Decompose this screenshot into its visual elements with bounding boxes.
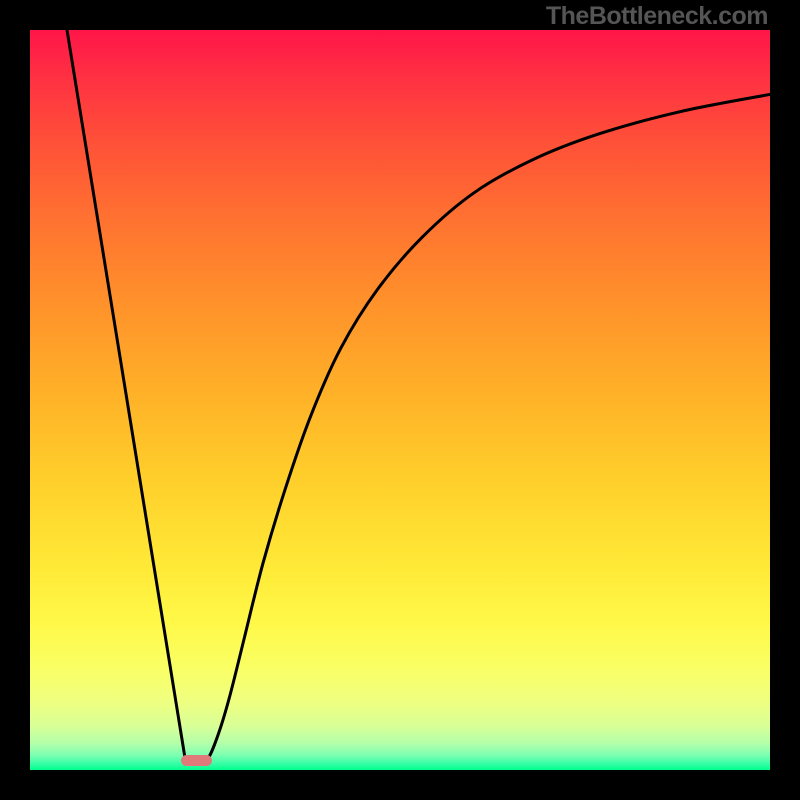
min-marker — [181, 755, 212, 765]
watermark: TheBottleneck.com — [546, 2, 768, 31]
bottleneck-curve — [30, 30, 770, 770]
curve-path — [67, 30, 770, 761]
plot-area — [30, 30, 770, 770]
